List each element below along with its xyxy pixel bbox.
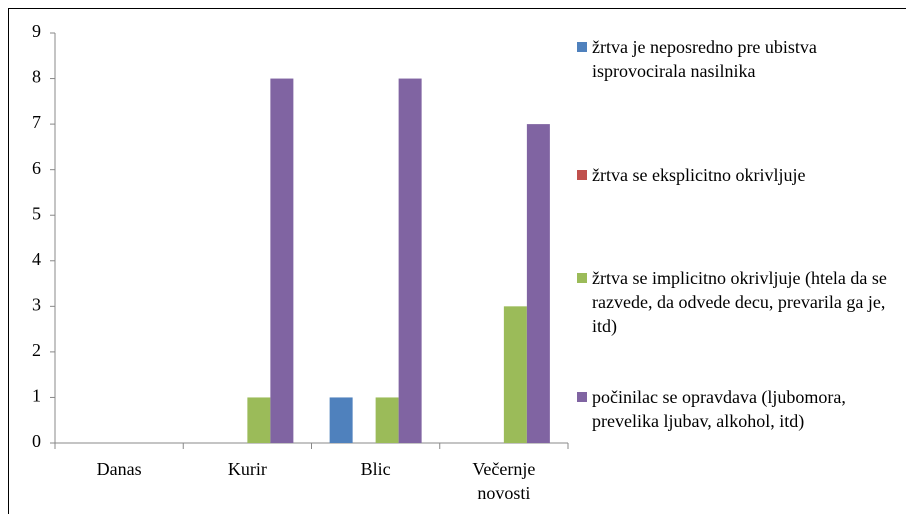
legend-label: žrtva se eksplicitno okrivljuje — [592, 165, 806, 185]
x-tick-label: Večernje novosti — [472, 459, 536, 503]
x-tick-label: Blic — [360, 459, 391, 479]
bar — [247, 397, 271, 443]
legend-label: žrtva je neposredno pre ubistva isprovoc… — [592, 37, 817, 81]
x-tick-label: Danas — [96, 459, 142, 479]
frame — [8, 8, 906, 514]
y-tick-label: 3 — [32, 294, 41, 314]
x-tick-label: Kurir — [227, 459, 267, 479]
bar — [329, 397, 353, 443]
bar — [398, 78, 422, 444]
legend-label: počinilac se opravdava (ljubomora, preve… — [592, 387, 846, 431]
y-tick-label: 1 — [32, 386, 41, 406]
y-tick-label: 2 — [32, 340, 41, 360]
y-tick-label: 0 — [32, 431, 41, 451]
legend-swatch — [577, 170, 587, 180]
y-tick-label: 8 — [32, 67, 41, 87]
y-tick-label: 6 — [32, 158, 41, 178]
legend-swatch — [577, 273, 587, 283]
bar — [503, 306, 527, 443]
bar — [375, 397, 399, 443]
bar — [270, 78, 294, 444]
y-tick-label: 7 — [32, 112, 41, 132]
bar — [526, 124, 550, 443]
legend-label: žrtva se implicitno okrivljuje (htela da… — [592, 268, 887, 336]
y-tick-label: 9 — [32, 21, 41, 41]
legend-swatch — [577, 42, 587, 52]
y-tick-label: 4 — [32, 249, 41, 269]
y-tick-label: 5 — [32, 203, 41, 223]
legend-swatch — [577, 392, 587, 402]
